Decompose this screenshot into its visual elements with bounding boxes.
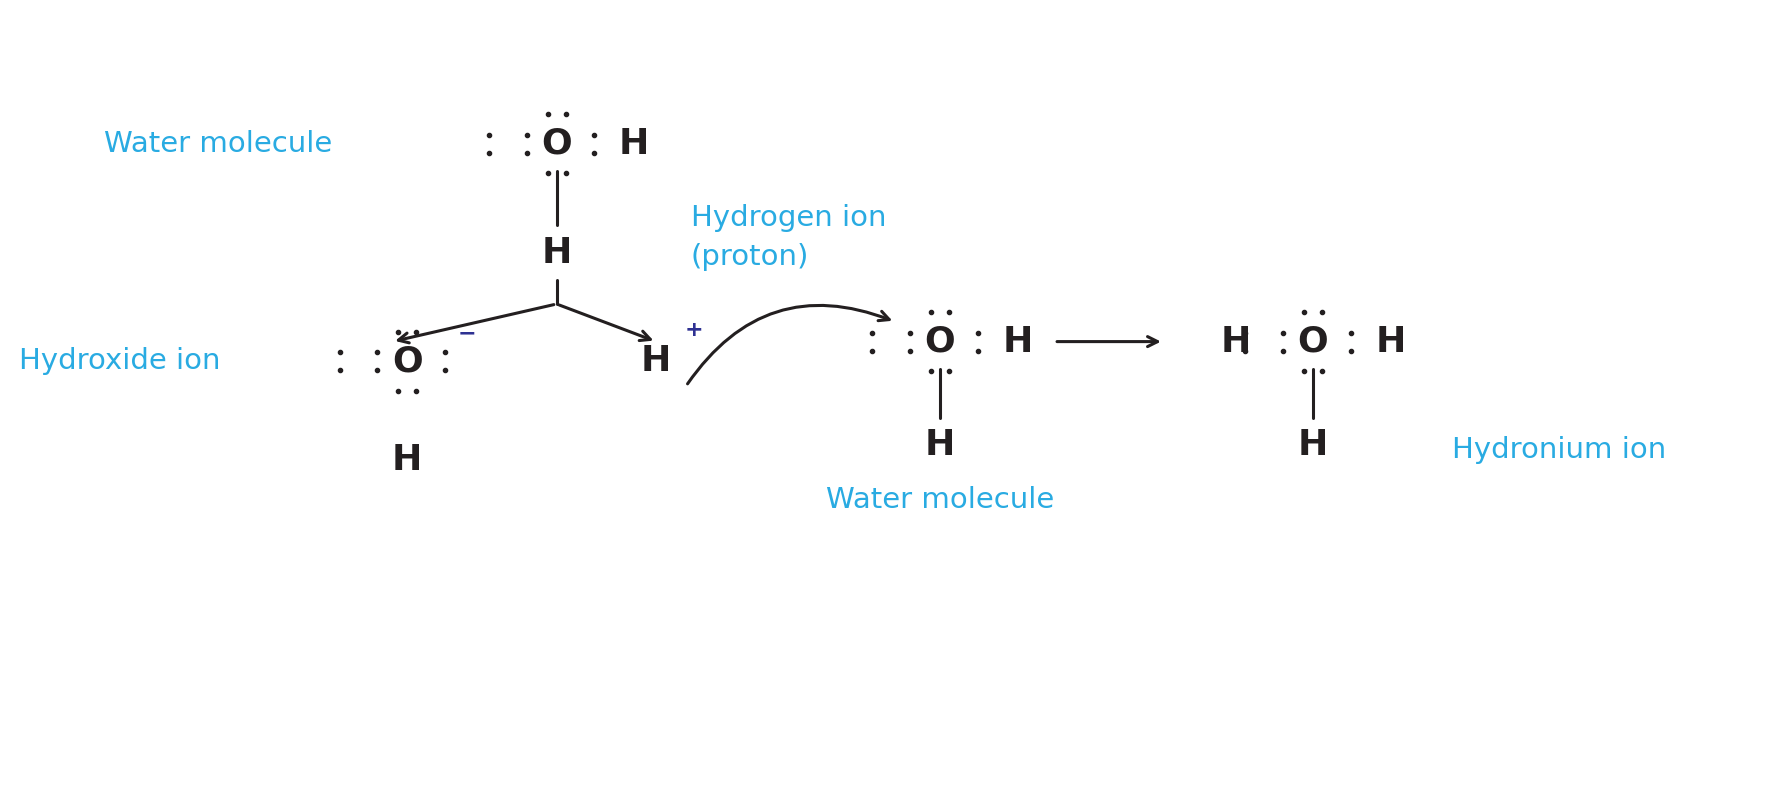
Text: H: H (924, 428, 955, 462)
Text: H: H (542, 236, 572, 270)
Text: H: H (1219, 325, 1250, 358)
Text: H: H (392, 443, 422, 478)
Text: O: O (1298, 325, 1328, 358)
Text: Water molecule: Water molecule (104, 130, 333, 158)
Text: H: H (1375, 325, 1405, 358)
Text: Hydrogen ion
(proton): Hydrogen ion (proton) (690, 205, 887, 271)
Text: Hydroxide ion: Hydroxide ion (20, 347, 220, 376)
Text: H: H (1298, 428, 1328, 462)
Text: O: O (542, 127, 572, 161)
Text: Hydronium ion: Hydronium ion (1452, 436, 1666, 464)
Text: H: H (619, 127, 649, 161)
Text: H: H (640, 345, 670, 378)
Text: −: − (458, 324, 476, 344)
Text: O: O (924, 325, 955, 358)
Text: +: + (685, 320, 703, 340)
Text: Water molecule: Water molecule (826, 486, 1053, 514)
Text: H: H (1003, 325, 1033, 358)
Text: O: O (392, 345, 422, 378)
